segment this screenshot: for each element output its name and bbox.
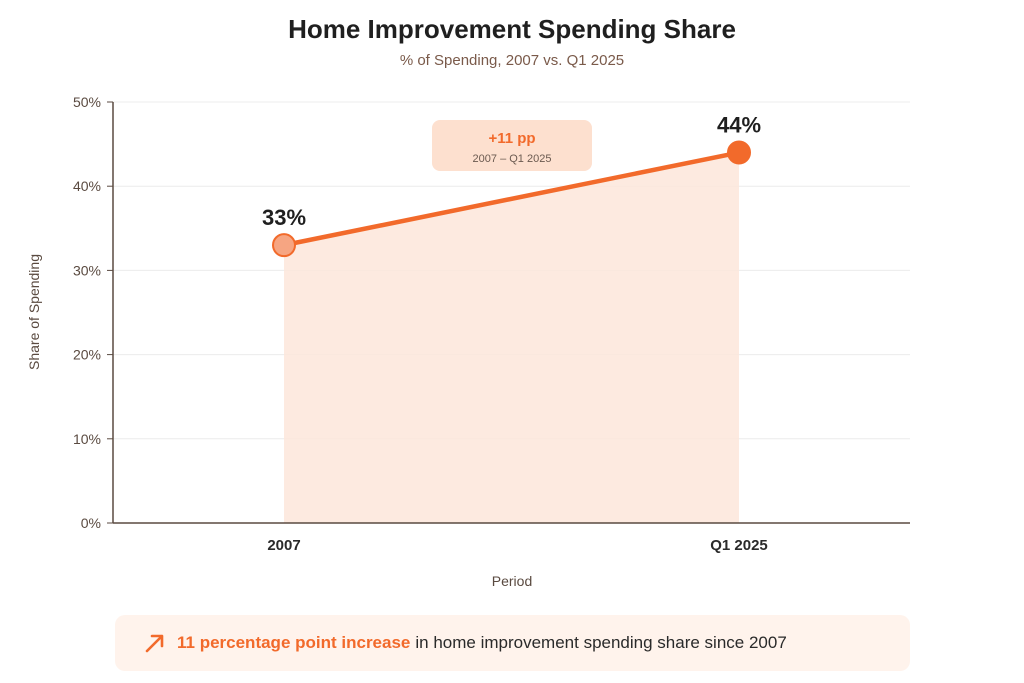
callout-text: in home improvement spending share since… — [415, 633, 787, 652]
tick-labels: 0% 10% 20% 30% 40% 50% 2007 Q1 2025 — [73, 94, 768, 554]
chart-title: Home Improvement Spending Share — [288, 14, 736, 44]
data-label: 44% — [717, 113, 761, 138]
y-tick-label: 50% — [73, 94, 101, 110]
annotation-range: 2007 – Q1 2025 — [473, 153, 552, 165]
x-tick-label: 2007 — [267, 537, 300, 554]
line-chart: 0% 10% 20% 30% 40% 50% 2007 Q1 2025 +11 pp 2007… — [26, 94, 910, 589]
data-point — [272, 233, 296, 258]
y-tick-label: 10% — [73, 431, 101, 447]
y-axis-label: Share of Spending — [26, 254, 42, 370]
callout-highlight: 11 percentage point increase — [177, 633, 411, 652]
y-tick-label: 20% — [73, 347, 101, 363]
series-line — [281, 150, 742, 248]
data-label: 33% — [262, 205, 306, 230]
axes — [107, 101, 910, 524]
annotation-value: +11 pp — [488, 130, 535, 147]
area-fill — [284, 152, 739, 523]
y-tick-label: 40% — [73, 178, 101, 194]
annotation-box — [432, 120, 592, 171]
area-fill-group — [284, 152, 739, 523]
y-tick-label: 30% — [73, 262, 101, 278]
summary-callout: 11 percentage point increase in home imp… — [115, 615, 910, 671]
chart-subtitle: % of Spending, 2007 vs. Q1 2025 — [399, 52, 625, 69]
trend-up-arrow-icon — [145, 634, 164, 653]
series-group: 33% 44% — [262, 113, 761, 258]
annotation-group: +11 pp 2007 – Q1 2025 — [432, 120, 592, 171]
x-tick-label: Q1 2025 — [710, 537, 768, 554]
data-point — [727, 140, 751, 165]
y-tick-label: 0% — [81, 515, 101, 531]
x-axis-label: Period — [492, 573, 532, 589]
